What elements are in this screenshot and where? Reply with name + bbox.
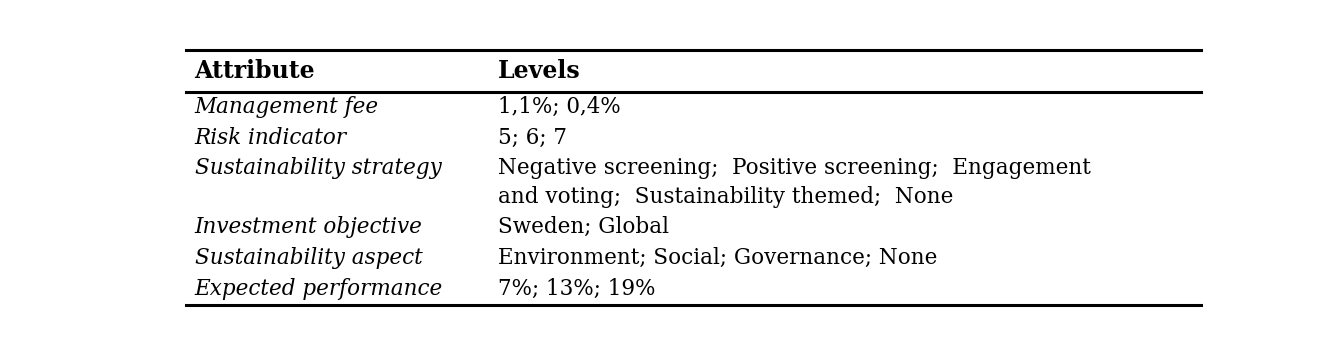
Text: 1,1%; 0,4%: 1,1%; 0,4%	[497, 96, 620, 118]
Text: Negative screening;  Positive screening;  Engagement
and voting;  Sustainability: Negative screening; Positive screening; …	[497, 157, 1091, 208]
Text: Risk indicator: Risk indicator	[194, 127, 347, 149]
Text: Attribute: Attribute	[194, 59, 315, 83]
Text: Investment objective: Investment objective	[194, 216, 422, 238]
Text: Sweden; Global: Sweden; Global	[497, 216, 669, 238]
Text: Sustainability aspect: Sustainability aspect	[194, 247, 422, 269]
Text: Levels: Levels	[497, 59, 580, 83]
Text: Management fee: Management fee	[194, 96, 379, 118]
Text: Expected performance: Expected performance	[194, 278, 442, 300]
Text: Sustainability strategy: Sustainability strategy	[194, 157, 441, 179]
Text: 7%; 13%; 19%: 7%; 13%; 19%	[497, 278, 655, 300]
Text: Environment; Social; Governance; None: Environment; Social; Governance; None	[497, 247, 937, 269]
Text: 5; 6; 7: 5; 6; 7	[497, 127, 567, 149]
